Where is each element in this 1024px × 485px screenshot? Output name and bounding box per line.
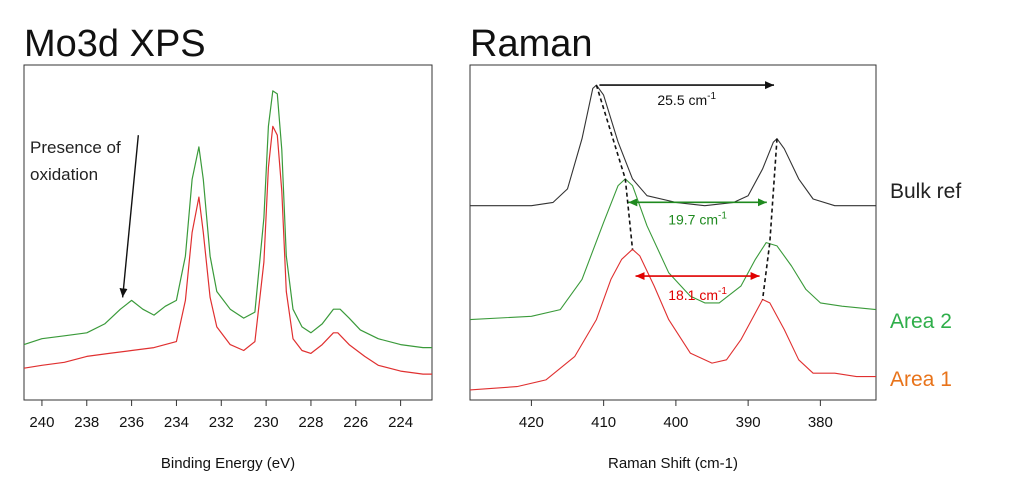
xps-x-tick-label: 232 xyxy=(209,414,234,431)
raman-shift-annotations: 25.5 cm-1 19.7 cm-1 18.1 cm-1 xyxy=(599,81,775,303)
xps-x-tick-label: 238 xyxy=(74,414,99,431)
xps-title: Mo3d XPS xyxy=(24,23,206,65)
xps-x-axis-label: Binding Energy (eV) xyxy=(161,455,295,472)
raman-x-tick-label: 410 xyxy=(591,414,616,431)
raman-peak-guides xyxy=(595,84,778,300)
raman-legend-bulk-ref: Bulk ref xyxy=(890,180,961,203)
raman-x-tick-label: 400 xyxy=(663,414,688,431)
xps-panel: Mo3d XPS 240 238 236 234 232 230 228 226 224 Bin… xyxy=(23,23,433,472)
raman-x-tick-label: 380 xyxy=(808,414,833,431)
raman-legend-area-2: Area 2 xyxy=(890,310,952,333)
xps-annotation-line-1: Presence of xyxy=(30,138,121,157)
raman-plot-frame xyxy=(469,64,877,401)
raman-peak-guide-1 xyxy=(595,84,634,250)
raman-shift-label-1: 25.5 cm-1 xyxy=(657,91,716,108)
xps-x-tick-label: 240 xyxy=(29,414,54,431)
xps-x-tick-label: 236 xyxy=(119,414,144,431)
raman-legend: Bulk ref Area 2 Area 1 xyxy=(890,180,961,391)
raman-x-axis-label: Raman Shift (cm-1) xyxy=(608,455,738,472)
raman-series-line-2 xyxy=(469,178,877,321)
xps-x-tick-label: 230 xyxy=(254,414,279,431)
xps-x-axis: 240 238 236 234 232 230 228 226 224 xyxy=(29,400,413,431)
raman-x-axis: 420 410 400 390 380 xyxy=(519,400,833,431)
xps-annotation-arrow xyxy=(119,135,140,298)
xps-plot-frame xyxy=(23,64,433,401)
raman-x-tick-label: 390 xyxy=(736,414,761,431)
xps-series-group xyxy=(23,90,432,375)
xps-x-tick-label: 224 xyxy=(388,414,413,431)
raman-shift-label-3: 18.1 cm-1 xyxy=(668,286,727,303)
raman-peak-guide-2 xyxy=(761,138,778,300)
raman-legend-area-1: Area 1 xyxy=(890,368,952,391)
raman-panel: Raman 420 410 400 390 380 Raman Shift (cm-1)… xyxy=(469,23,961,472)
xps-x-tick-label: 228 xyxy=(298,414,323,431)
xps-series-line-2 xyxy=(23,125,432,375)
xps-x-tick-label: 226 xyxy=(343,414,368,431)
xps-x-tick-label: 234 xyxy=(164,414,189,431)
xps-annotation-line-2: oxidation xyxy=(30,165,98,184)
xps-series-line-1 xyxy=(23,90,432,349)
raman-title: Raman xyxy=(470,23,593,65)
raman-series-group xyxy=(469,84,877,391)
raman-x-tick-label: 420 xyxy=(519,414,544,431)
raman-series-line-3 xyxy=(469,248,876,391)
raman-shift-label-2: 19.7 cm-1 xyxy=(668,210,727,227)
